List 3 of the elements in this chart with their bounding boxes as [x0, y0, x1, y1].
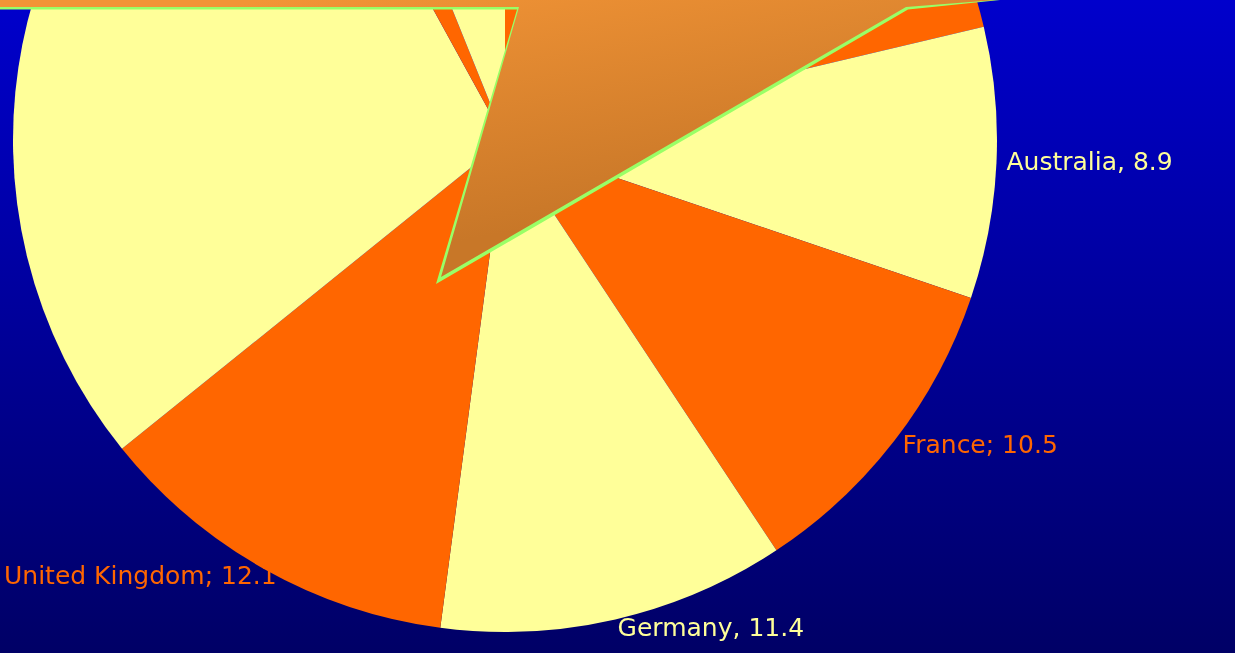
slice-label: France; 10.5 [902, 429, 1058, 459]
slice-label: Australia, 8.9 [1006, 147, 1173, 177]
slice-label: Germany, 11.4 [617, 612, 805, 642]
